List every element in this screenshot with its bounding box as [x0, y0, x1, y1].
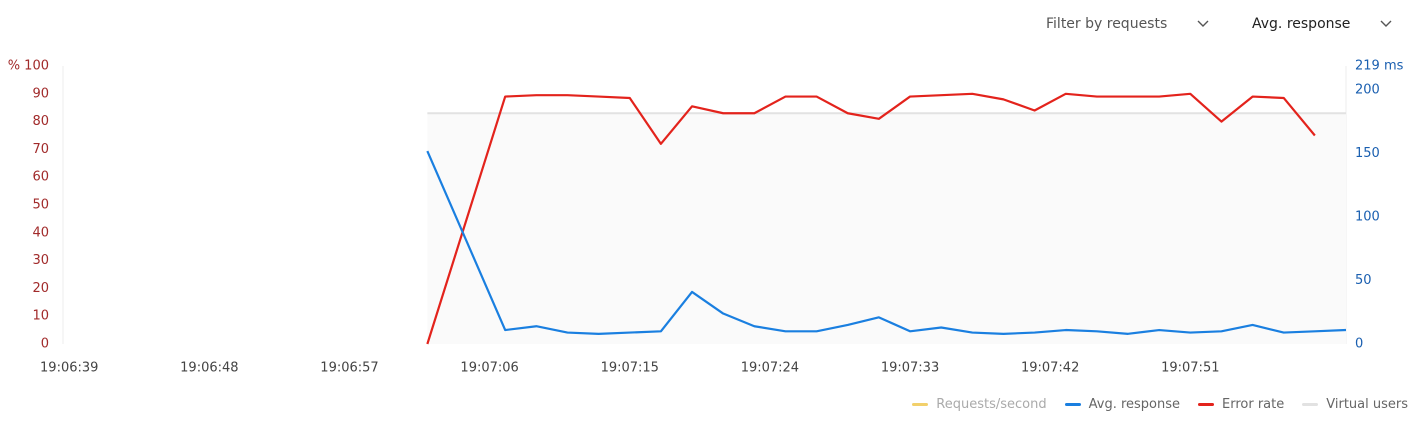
y-tick-label: 50	[32, 198, 49, 213]
filter-dropdown[interactable]: Filter by requests	[1046, 16, 1209, 32]
legend-label: Requests/second	[936, 397, 1047, 412]
x-tick-label: 19:07:33	[881, 361, 939, 376]
y2-tick-label: 100	[1355, 210, 1380, 225]
chevron	[1197, 20, 1209, 27]
legend-item[interactable]: Error rate	[1198, 397, 1284, 412]
metric-dropdown[interactable]: Avg. response	[1252, 16, 1392, 32]
y2-tick-label: 200	[1355, 83, 1380, 98]
legend-swatch	[1302, 403, 1319, 406]
legend-label: Error rate	[1222, 397, 1285, 412]
y2-tick-label: 50	[1355, 273, 1372, 288]
y2-tick-label: 0	[1355, 337, 1363, 352]
x-tick-label: 19:07:42	[1021, 361, 1079, 376]
line	[426, 150, 1347, 335]
legend-item[interactable]: Virtual users	[1302, 397, 1408, 412]
legend-swatch	[1198, 403, 1215, 406]
y-tick-label: 70	[32, 142, 49, 157]
area	[427, 113, 1347, 344]
y-tick-label: 0	[41, 337, 49, 352]
y-tick-label: 90	[32, 86, 49, 101]
chevron	[1380, 20, 1392, 27]
y-tick-label: 20	[32, 281, 49, 296]
x-tick-label: 19:07:15	[601, 361, 659, 376]
metric-label: Avg. response	[1252, 16, 1351, 32]
legend-swatch	[912, 403, 929, 406]
y-tick-label: 40	[32, 225, 49, 240]
legend-swatch	[1064, 403, 1081, 406]
legend-item[interactable]: Avg. response	[1064, 397, 1181, 412]
y-tick-label: 10	[32, 309, 49, 324]
x-tick-label: 19:06:57	[320, 361, 378, 376]
x-tick-label: 19:06:48	[180, 361, 238, 376]
y2-tick-label: 150	[1355, 146, 1380, 161]
legend: Requests/second Avg. response Error rate Vi…	[912, 397, 1408, 412]
chart: 0 10 20 30 40 50 60 70 80 90 % 100 0 50 100 150 200 219 …	[8, 59, 1404, 376]
filter-label: Filter by requests	[1046, 16, 1168, 32]
x-tick-label: 19:07:24	[741, 361, 799, 376]
y-tick-label: 60	[32, 170, 49, 185]
line	[426, 92, 1316, 345]
y2-tick-label: 219 ms	[1355, 59, 1404, 74]
y-tick-label: 80	[32, 114, 49, 129]
x-tick-label: 19:07:06	[460, 361, 518, 376]
y-tick-label: % 100	[8, 59, 49, 74]
legend-item[interactable]: Requests/second	[912, 397, 1047, 412]
legend-label: Virtual users	[1326, 397, 1408, 412]
y-tick-label: 30	[32, 253, 49, 268]
x-tick-label: 19:06:39	[40, 361, 98, 376]
legend-label: Avg. response	[1088, 397, 1181, 412]
x-tick-label: 19:07:51	[1161, 361, 1219, 376]
